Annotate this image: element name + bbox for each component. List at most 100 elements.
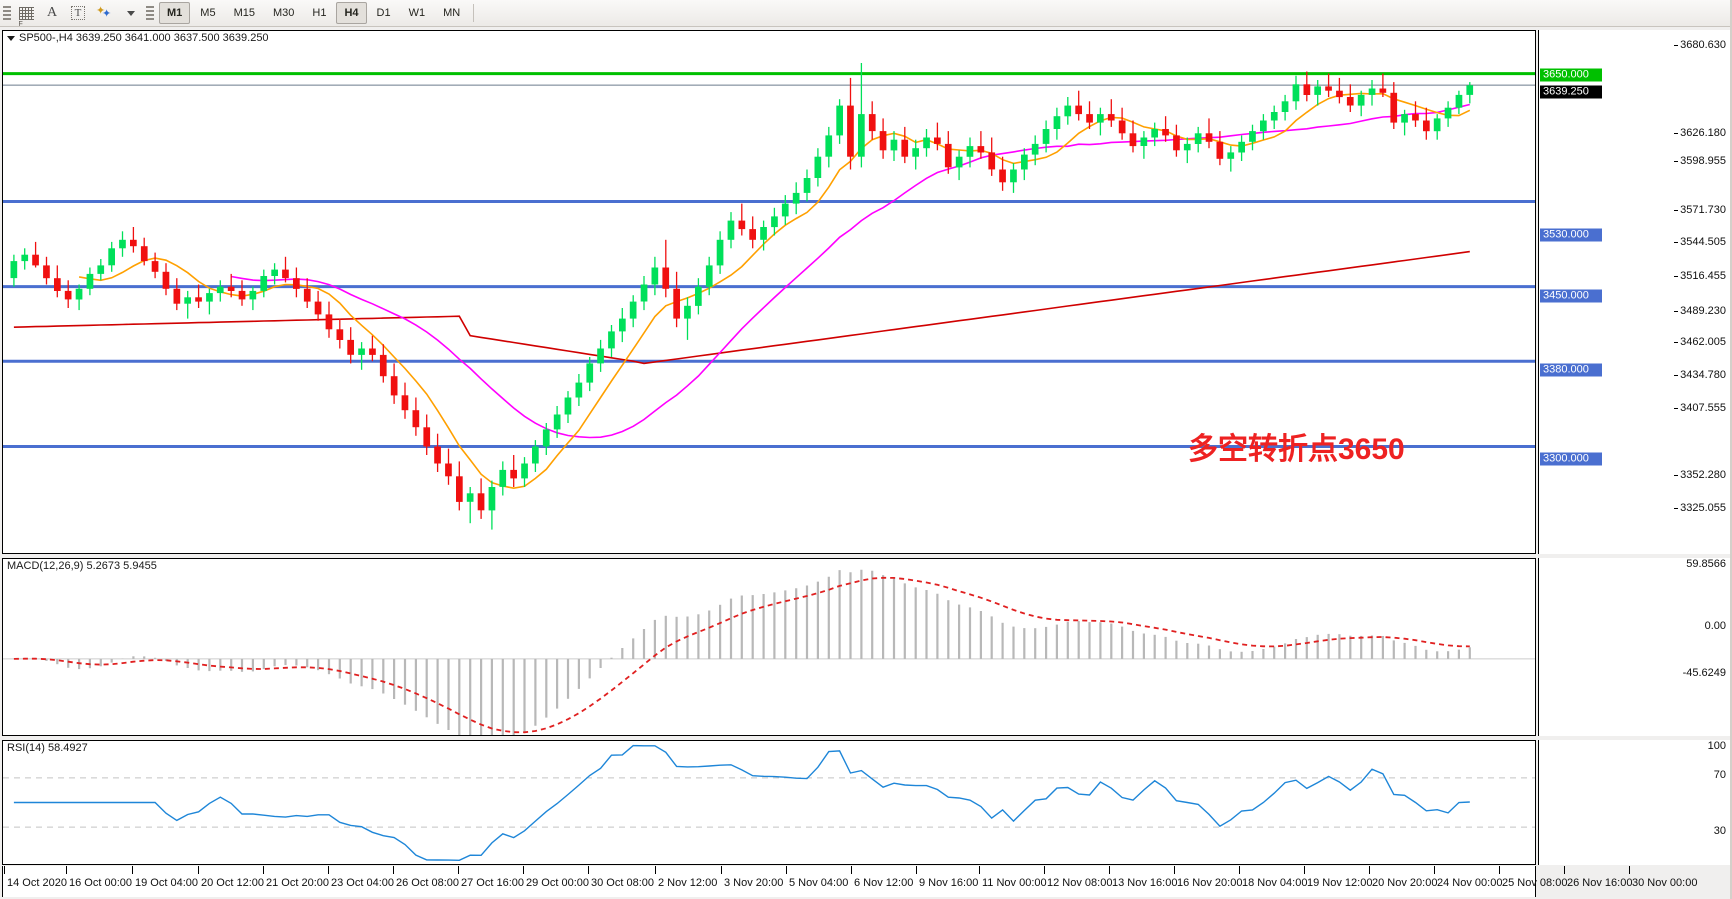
symbol-info-label: SP500-,H4 3639.250 3641.000 3637.500 363…: [7, 32, 269, 44]
price-tick-label: 3626.180: [1674, 127, 1726, 139]
timeframe-h1[interactable]: H1: [312, 7, 327, 19]
price-level-tag[interactable]: 3650.000: [1540, 68, 1602, 82]
time-axis-label: 16 Nov 20:00: [1177, 877, 1243, 889]
price-tick-label: 3516.455: [1674, 270, 1726, 282]
text-label-icon[interactable]: A: [46, 5, 58, 20]
time-axis-label: 30 Nov 00:00: [1632, 877, 1698, 889]
time-tick: [1044, 866, 1045, 874]
time-axis-label: 20 Nov 20:00: [1372, 877, 1438, 889]
time-axis-label: 24 Nov 00:00: [1437, 877, 1503, 889]
price-tick-label: 3352.280: [1674, 469, 1726, 481]
macd-scale-axis[interactable]: 59.8566 0.00 -45.6249: [1538, 558, 1730, 736]
macd-indicator-panel[interactable]: MACD(12,26,9) 5.2673 5.9455: [2, 558, 1536, 736]
chart-annotation-text: 多空转折点3650: [1188, 433, 1405, 466]
time-tick: [393, 866, 394, 874]
timeframe-d1[interactable]: D1: [376, 7, 391, 19]
time-axis-label: 29 Oct 00:00: [526, 877, 589, 889]
timeframe-mn[interactable]: MN: [443, 7, 461, 19]
time-axis-label: 18 Nov 04:00: [1242, 877, 1308, 889]
rsi-tick-label: 100: [1707, 740, 1726, 752]
time-tick: [1369, 866, 1370, 874]
price-tick-label: 3489.230: [1674, 305, 1726, 317]
price-tick-label: 3434.780: [1674, 369, 1726, 381]
time-tick: [198, 866, 199, 874]
rsi-scale-axis[interactable]: 100 70 30: [1538, 740, 1730, 865]
time-tick: [328, 866, 329, 874]
price-tick-label: 3598.955: [1674, 155, 1726, 167]
macd-tick-label: -45.6249: [1682, 667, 1726, 679]
time-axis-label: 21 Oct 20:00: [266, 877, 329, 889]
time-axis-label: 3 Nov 20:00: [724, 877, 784, 889]
grid-lines-icon[interactable]: [14, 2, 38, 28]
symbol-ohlc-text: SP500-,H4 3639.250 3641.000 3637.500 363…: [19, 32, 269, 44]
price-chart-panel[interactable]: SP500-,H4 3639.250 3641.000 3637.500 363…: [2, 30, 1536, 554]
time-tick: [851, 866, 852, 874]
time-scale-axis[interactable]: 14 Oct 2020 16 Oct 00:00 19 Oct 04:00 20 Oc…: [2, 866, 1697, 897]
time-tick: [721, 866, 722, 874]
time-tick: [1109, 866, 1110, 874]
price-level-tag[interactable]: 3300.000: [1540, 452, 1602, 466]
time-axis-label: 9 Nov 16:00: [919, 877, 979, 889]
time-tick: [1564, 866, 1565, 874]
rsi-indicator-panel[interactable]: RSI(14) 58.4927: [2, 740, 1536, 865]
price-tick-label: 3544.505: [1674, 236, 1726, 248]
time-tick: [523, 866, 524, 874]
text-box-icon[interactable]: T: [66, 2, 90, 24]
timeframe-m15[interactable]: M15: [233, 7, 255, 19]
chevron-down-icon[interactable]: [118, 2, 142, 24]
rsi-tick-label: 30: [1713, 825, 1726, 837]
time-axis-label: 19 Nov 12:00: [1307, 877, 1373, 889]
window-right-edge: [1730, 0, 1732, 899]
time-axis-label: 14 Oct 2020: [7, 877, 67, 889]
price-level-tag[interactable]: 3530.000: [1540, 228, 1602, 242]
time-axis-label: 11 Nov 00:00: [982, 877, 1047, 889]
time-tick: [263, 866, 264, 874]
time-tick: [1434, 866, 1435, 874]
time-axis-label: 23 Oct 04:00: [331, 877, 394, 889]
time-axis-label: 19 Oct 04:00: [135, 877, 198, 889]
price-tick-label: 3571.730: [1674, 204, 1726, 216]
time-tick: [132, 866, 133, 874]
time-tick: [458, 866, 459, 874]
time-axis-label: 16 Oct 00:00: [69, 877, 132, 889]
time-axis-label: 27 Oct 16:00: [461, 877, 524, 889]
price-chart-canvas[interactable]: [3, 31, 1535, 553]
time-tick: [1499, 866, 1500, 874]
price-level-tag[interactable]: 3380.000: [1540, 363, 1602, 377]
timeframe-w1[interactable]: W1: [408, 7, 426, 19]
time-axis-label: 30 Oct 08:00: [591, 877, 654, 889]
rsi-chart-canvas[interactable]: [3, 741, 1535, 864]
timeframe-buttons: M1 M5 M15 M30 H1 H4 D1 W1 MN: [158, 2, 469, 24]
macd-label: MACD(12,26,9) 5.2673 5.9455: [7, 560, 157, 572]
chart-toolbar: A T ✦✦ M1 M5 M15 M30 H1 H4 D1 W1 MN: [0, 0, 1732, 28]
price-tick-label: 3325.055: [1674, 502, 1726, 514]
timeframe-m5[interactable]: M5: [200, 7, 216, 19]
timeframe-m30[interactable]: M30: [272, 7, 295, 19]
crosshair-cursor-icon[interactable]: ✦ ✦: [96, 5, 112, 20]
macd-chart-canvas[interactable]: [3, 559, 1535, 735]
time-tick: [786, 866, 787, 874]
toolbar-drag-handle[interactable]: [1, 2, 13, 24]
time-tick: [1304, 866, 1305, 874]
time-tick: [655, 866, 656, 874]
price-level-tag[interactable]: 3639.250: [1540, 85, 1602, 99]
time-tick: [1629, 866, 1630, 874]
time-axis-label: 26 Oct 08:00: [396, 877, 459, 889]
time-tick: [4, 866, 5, 874]
time-tick: [1239, 866, 1240, 874]
price-tick-label: 3680.630: [1674, 39, 1726, 51]
price-tick-label: 3462.005: [1674, 336, 1726, 348]
timeframe-h4[interactable]: H4: [336, 2, 367, 24]
time-axis-label: 25 Nov 08:00: [1502, 877, 1568, 889]
price-tick-label: 3407.555: [1674, 402, 1726, 414]
chevron-down-icon[interactable]: [7, 35, 15, 41]
time-axis-label: 13 Nov 16:00: [1112, 877, 1178, 889]
period-toolbar-drag-handle[interactable]: [144, 2, 156, 24]
time-tick: [66, 866, 67, 874]
time-tick: [588, 866, 589, 874]
price-level-tag[interactable]: 3450.000: [1540, 289, 1602, 303]
toolbar-divider: [473, 4, 475, 22]
timeframe-m1[interactable]: M1: [159, 2, 191, 24]
price-scale-axis[interactable]: 3680.630 3626.180 3598.955 3571.730 3544.505…: [1538, 30, 1730, 644]
